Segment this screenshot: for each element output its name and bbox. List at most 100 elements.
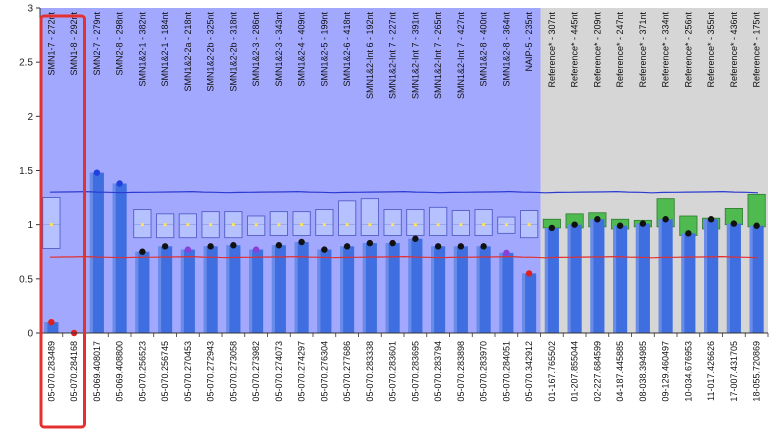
ratio-bar (249, 249, 264, 333)
probe-label: SMN1&2-Int 7 - 227nt (388, 12, 398, 100)
ratio-marker (594, 216, 601, 223)
probe-label: SMN1&2-Int 6 - 192nt (365, 12, 375, 100)
probe-label: SMN2-7 - 279nt (92, 12, 102, 76)
probe-label: Reference* - 256nt (683, 12, 693, 88)
sample-label: 05-070.283489 (46, 341, 56, 402)
ratio-bar-shade (294, 242, 298, 333)
ratio-bar (749, 225, 764, 333)
ratio-bar (613, 225, 628, 333)
ratio-bar (135, 251, 150, 333)
ratio-bar (704, 219, 719, 333)
ratio-bar (317, 249, 332, 333)
median-marker (413, 223, 417, 227)
ratio-bar (726, 223, 741, 333)
y-tick-label: 0.5 (19, 274, 33, 285)
ratio-bar-shade (590, 219, 594, 333)
probe-label: SMN1&2-6 - 418nt (342, 12, 352, 87)
threshold-layer (49, 190, 759, 259)
median-marker (277, 223, 281, 227)
probe-label: Reference* - 371nt (638, 12, 648, 88)
sample-label: 09-129.460497 (661, 341, 671, 402)
ratio-bar-shade (567, 224, 571, 333)
sample-label: 05-070.273982 (251, 341, 261, 402)
sample-label: 08-038.394985 (638, 341, 648, 402)
y-tick-label: 3 (27, 4, 33, 15)
sample-label: 05-070.283970 (479, 341, 489, 402)
probe-label: Reference* - 247nt (615, 12, 625, 88)
ratio-bar (158, 246, 173, 333)
ratio-bar-shade (544, 227, 548, 333)
sample-label: 05-070.284051 (501, 341, 511, 402)
ratio-bar-shade (453, 246, 457, 333)
ratio-bar-shade (158, 246, 162, 333)
ratio-bar-shade (704, 219, 708, 333)
probe-label: NAIP-5 - 235nt (524, 12, 534, 72)
ratio-bar (408, 238, 423, 333)
ratio-bar (203, 246, 218, 333)
ratio-bar (44, 322, 59, 333)
median-marker (300, 223, 304, 227)
ratio-marker (48, 318, 55, 326)
ratio-marker (139, 248, 146, 255)
ratio-marker (685, 230, 692, 237)
sample-label: 05-070.256523 (137, 341, 147, 402)
median-marker (231, 223, 235, 227)
ratio-bar (658, 219, 673, 333)
median-marker (163, 223, 167, 227)
ratio-marker (503, 249, 510, 257)
ratio-bar-shade (135, 251, 139, 333)
sample-label: 05-070.273058 (228, 341, 238, 402)
ratio-bar (476, 246, 491, 333)
probe-label: SMN1&2-4 - 409nt (297, 12, 307, 87)
probe-label: SMN1&2-Int 7 - 427nt (456, 12, 466, 100)
sample-label: 05-069.408800 (115, 341, 125, 402)
median-marker (186, 223, 190, 227)
ratio-bar (567, 224, 582, 333)
ratio-bar-shade (317, 249, 321, 333)
y-tick-label: 2 (27, 112, 33, 123)
ratio-bar-shade (203, 246, 207, 333)
ratio-marker (616, 222, 624, 229)
probe-label: SMN1&2-3 - 286nt (251, 12, 261, 87)
highlight-layer (39, 14, 86, 429)
ratio-bar-shade (89, 172, 93, 333)
ratio-marker (434, 243, 442, 250)
ratio-bar-shade (658, 219, 662, 333)
ratio-marker (275, 242, 283, 249)
probe-range-overlay (338, 200, 357, 236)
ratio-marker (161, 243, 169, 250)
ratio-marker (389, 239, 396, 247)
ratio-bar-shade (681, 233, 685, 333)
probe-range-overlay (360, 198, 379, 236)
sample-label: 05-070.283601 (388, 341, 398, 402)
sample-label: 05-070.283338 (365, 341, 375, 402)
median-marker (436, 223, 440, 227)
ratio-bar (522, 273, 537, 333)
ratio-bar-shade (522, 273, 526, 333)
sample-label: 05-070.274073 (274, 341, 284, 402)
probe-label: SMN2-8 - 298nt (115, 12, 125, 76)
sample-labels: 05-070.283489 05-070.284168 05-069.408017 0… (46, 341, 761, 402)
ratio-bar-shade (499, 252, 503, 333)
probe-range-overlay (315, 209, 334, 236)
sample-label: 02-227.684599 (592, 341, 602, 402)
ratio-bar (226, 245, 241, 333)
median-marker (391, 223, 395, 227)
probe-label: Reference* - 175nt (752, 12, 762, 88)
probe-label: SMN1&2-Int 7 - 391nt (410, 12, 420, 100)
ratio-bar (385, 243, 400, 333)
median-marker (254, 223, 258, 227)
median-marker (49, 223, 53, 227)
ratio-bar (89, 172, 104, 333)
y-tick-label: 0 (27, 329, 33, 340)
upper-threshold-line (49, 190, 759, 194)
ratio-bar (340, 246, 355, 333)
ratio-bar-shade (226, 245, 230, 333)
probe-label: Reference* - 355nt (706, 12, 716, 88)
highlight-box (39, 14, 86, 429)
ratio-marker (412, 235, 419, 242)
sample-label: 05-070.283695 (410, 341, 420, 402)
probe-label: SMN1&2-1 - 382nt (137, 12, 147, 87)
probe-label: SMN1&2-5 - 199nt (319, 12, 329, 87)
